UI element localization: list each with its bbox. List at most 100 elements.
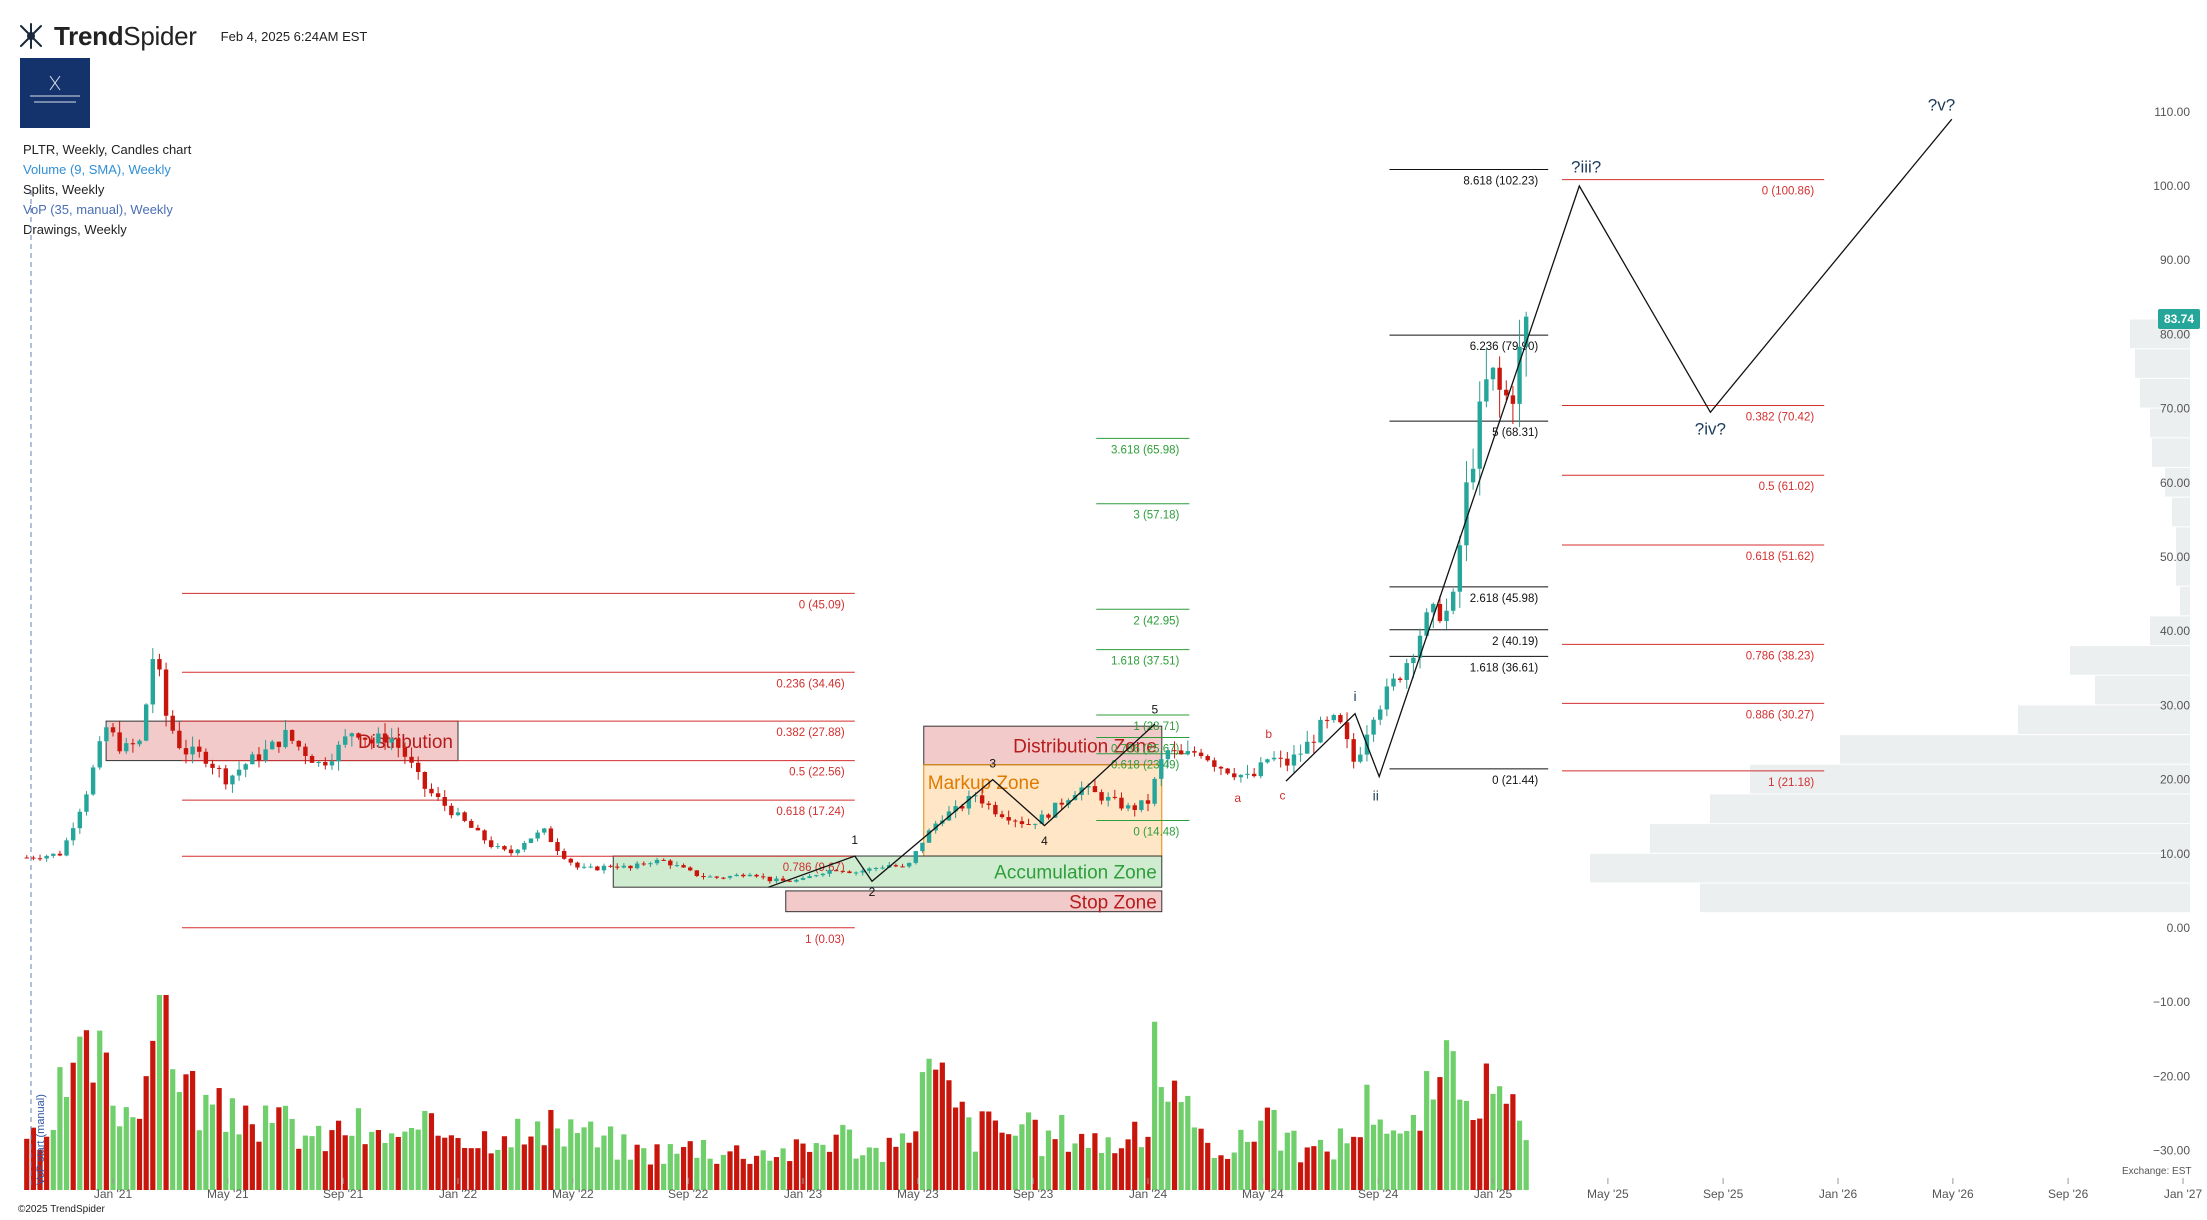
volume-bar [1483,1063,1489,1190]
candle-body [1278,757,1283,759]
legend-chart[interactable]: PLTR, Weekly, Candles chart [23,142,192,157]
legend-volume[interactable]: Volume (9, SMA), Weekly [23,162,171,177]
candle-body [754,874,759,877]
candle-body [362,737,368,740]
candle-body [707,876,713,878]
candle-body [1139,800,1144,810]
wave-label: 2 [869,885,876,899]
volume-bar [1370,1124,1377,1190]
y-tick-label: 30.00 [2160,698,2190,712]
x-tick-label: May '24 [1242,1187,1284,1201]
candle-body [568,858,573,863]
candle-body [694,870,700,877]
volume-bar [986,1111,992,1190]
candle-body [435,793,441,798]
candle-body [270,741,275,750]
x-tick-label: Sep '25 [1703,1187,1744,1201]
volume-bar [1443,1040,1450,1190]
trendspider-logo-icon [20,23,42,49]
x-tick-label: Sep '21 [323,1187,364,1201]
volume-bar [1317,1139,1324,1190]
legend-splits[interactable]: Splits, Weekly [23,182,105,197]
volume-bar [462,1147,468,1190]
candle-body [794,879,799,882]
volume-profile-bar [2176,527,2190,556]
candle-body [216,767,222,769]
candle-body [475,827,481,831]
candle-body [382,733,388,743]
volume-bar [395,1136,401,1190]
volume-bar [196,1130,202,1190]
volume-bar [548,1109,554,1190]
candle-body [276,741,282,748]
volume-bar [1112,1153,1118,1190]
candle-body [356,733,361,738]
volume-bar [1092,1133,1098,1190]
volume-bar [521,1144,527,1190]
volume-bar [886,1137,892,1190]
volume-profile-bar [2095,675,2190,705]
candle-body [1397,678,1403,680]
candle-body [681,865,686,868]
volume-bar [1171,1080,1178,1190]
candle-body [1232,773,1237,778]
candle-body [1033,823,1038,825]
volume-bar [1477,1118,1483,1190]
volume-bar [634,1144,640,1190]
candle-body [170,715,175,731]
candle-body [97,741,102,768]
volume-bar [893,1146,899,1190]
volume-bar [959,1101,965,1190]
volume-bar [488,1153,494,1190]
y-tick-label: 100.00 [2153,179,2190,193]
candle-body [1378,709,1383,720]
volume-bar [1284,1132,1290,1190]
volume-profile-bar [2140,378,2190,408]
fib-level-label: 1.618 (36.61) [1470,662,1539,674]
volume-bar [840,1124,846,1190]
candle-body [336,744,341,762]
volume-bar [123,1107,129,1190]
y-tick-label: 60.00 [2160,476,2190,490]
candle-body [1119,797,1124,809]
candle-body [1384,686,1390,710]
volume-bar [190,1070,196,1190]
candle-body [402,747,408,757]
volume-bar [136,1118,143,1190]
brand-name: TrendSpider [54,20,197,51]
candle-body [1457,545,1463,592]
x-tick-label: Sep '24 [1358,1187,1399,1201]
volume-bar [236,1134,242,1190]
volume-bar [1185,1095,1191,1190]
zone-label: Distribution [358,732,453,753]
candle-body [376,733,381,744]
candle-body [1086,786,1091,788]
legend-drawings[interactable]: Drawings, Weekly [23,222,127,237]
y-tick-label: 110.00 [2154,105,2190,119]
timestamp: Feb 4, 2025 6:24AM EST [220,28,368,44]
legend-vop[interactable]: VoP (35, manual), Weekly [23,202,173,217]
volume-bar [223,1131,229,1190]
fib-level-label: 0.886 (30.27) [1746,709,1815,721]
candle-body [648,863,653,865]
candle-body [615,866,620,868]
candle-body [289,729,295,741]
candle-body [1324,719,1330,721]
candle-body [601,865,607,871]
candle-body [661,859,666,861]
volume-bar [873,1147,879,1190]
volume-bar [422,1110,428,1190]
wave-path [768,723,1156,888]
volume-bar [1032,1119,1038,1190]
volume-bar [1152,1021,1158,1190]
volume-bar [1191,1127,1198,1190]
candle-body [110,727,116,733]
fib-level-label: 0 (21.44) [1492,775,1538,787]
volume-bar [1397,1133,1403,1190]
candle-body [1059,802,1064,805]
zone-label: Stop Zone [1069,892,1157,913]
volume-bar [1132,1121,1138,1190]
candle-body [1013,820,1018,822]
fib-level-label: 0 (100.86) [1762,186,1815,198]
